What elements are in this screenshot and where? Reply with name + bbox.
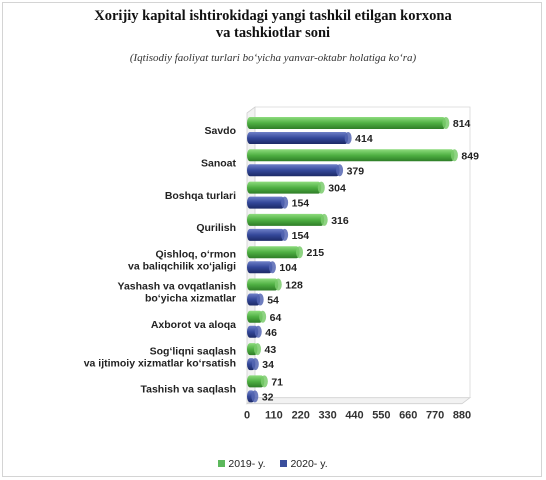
category-label: Sanoat xyxy=(201,157,237,169)
bar-2020 xyxy=(247,132,349,144)
x-tick-label: 110 xyxy=(265,410,283,422)
chart-title: Xorijiy kapital ishtirokidagi yangi tash… xyxy=(94,8,452,41)
bar-cap-2020 xyxy=(344,132,352,144)
bar-cap-2020 xyxy=(281,228,289,241)
bar-cap-2019 xyxy=(259,310,267,323)
data-label-2019: 64 xyxy=(270,312,282,324)
bar-cap-2019 xyxy=(254,343,262,356)
data-label-2020: 46 xyxy=(265,327,277,339)
bar-cap-2019 xyxy=(296,246,304,259)
legend: 2019- y. 2020- y. xyxy=(0,458,546,470)
chart-frame xyxy=(2,2,542,477)
data-label-2020: 32 xyxy=(262,391,274,403)
data-label-2019: 814 xyxy=(453,118,471,130)
bar-cap-2020 xyxy=(251,358,259,371)
bar-2020 xyxy=(247,228,285,241)
x-tick-label: 660 xyxy=(399,410,417,422)
data-label-2019: 43 xyxy=(265,344,277,356)
bar-cap-2020 xyxy=(281,196,289,209)
data-label-2020: 414 xyxy=(355,133,373,145)
data-label-2020: 154 xyxy=(292,198,310,210)
data-label-2019: 128 xyxy=(285,280,303,292)
bar-2020 xyxy=(247,196,285,209)
bar-cap-2020 xyxy=(336,164,344,177)
bar-2020 xyxy=(247,164,340,177)
data-label-2019: 71 xyxy=(271,376,283,388)
legend-label-2019: 2019- y. xyxy=(228,458,266,470)
category-label: Axborot va aloqa xyxy=(151,319,236,331)
bar-2019 xyxy=(247,375,265,388)
category-label: Qurilish xyxy=(196,222,236,234)
chart-subtitle: (Iqtisodiy faoliyat turlari bo‘yicha yan… xyxy=(129,52,417,64)
legend-item-2019: 2019- y. xyxy=(218,458,266,470)
x-tick-label: 770 xyxy=(426,410,444,422)
category-label: Sog‘liqni saqlash va ijtimoiy xizmatlar k… xyxy=(84,345,236,369)
x-tick-label: 440 xyxy=(345,410,363,422)
bar-2020 xyxy=(247,293,261,306)
bar-cap-2019 xyxy=(274,278,282,291)
category-label: Boshqa turlari xyxy=(165,190,236,202)
bar-2019 xyxy=(247,117,446,129)
category-label: Yashash va ovqatlanish bo‘yicha xizmatlar xyxy=(118,281,236,305)
data-label-2020: 54 xyxy=(267,295,279,307)
category-label: Savdo xyxy=(204,125,236,137)
bar-cap-2020 xyxy=(254,325,262,338)
legend-swatch-2020 xyxy=(280,460,288,467)
bar-2019 xyxy=(247,213,325,226)
bar-2019 xyxy=(247,246,300,259)
x-tick-label: 550 xyxy=(372,410,390,422)
bar-cap-2020 xyxy=(256,293,264,306)
bar-cap-2019 xyxy=(450,149,458,162)
legend-item-2020: 2020- y. xyxy=(280,458,328,470)
bar-2019 xyxy=(247,149,455,162)
bar-cap-2020 xyxy=(268,261,276,274)
data-label-2020: 379 xyxy=(347,165,365,177)
bar-2019 xyxy=(247,278,279,291)
data-label-2019: 215 xyxy=(307,247,325,259)
data-label-2020: 154 xyxy=(292,230,310,242)
bar-2019 xyxy=(247,181,322,194)
legend-swatch-2019 xyxy=(218,460,226,467)
bar-2020 xyxy=(247,261,273,274)
legend-label-2020: 2020- y. xyxy=(290,458,328,470)
bar-cap-2019 xyxy=(260,375,268,388)
x-tick-label: 220 xyxy=(292,410,310,422)
data-label-2019: 316 xyxy=(331,215,349,227)
chart-floor xyxy=(245,397,472,405)
bar-2019 xyxy=(247,310,263,323)
x-tick-label: 0 xyxy=(244,410,250,422)
x-tick-label: 880 xyxy=(453,410,471,422)
x-tick-label: 330 xyxy=(318,410,336,422)
data-label-2020: 34 xyxy=(262,359,274,371)
data-label-2019: 849 xyxy=(461,150,479,162)
bar-cap-2019 xyxy=(442,117,450,129)
data-label-2020: 104 xyxy=(279,262,297,274)
bar-cap-2019 xyxy=(320,213,328,226)
category-label: Qishloq, o‘rmon va baliqchilik xo‘jaligi xyxy=(128,248,236,272)
data-label-2019: 304 xyxy=(328,183,346,195)
chart-back-outline xyxy=(255,106,471,398)
category-label: Tashish va saqlash xyxy=(140,384,236,396)
bar-cap-2020 xyxy=(251,390,259,403)
bar-cap-2019 xyxy=(317,181,325,194)
